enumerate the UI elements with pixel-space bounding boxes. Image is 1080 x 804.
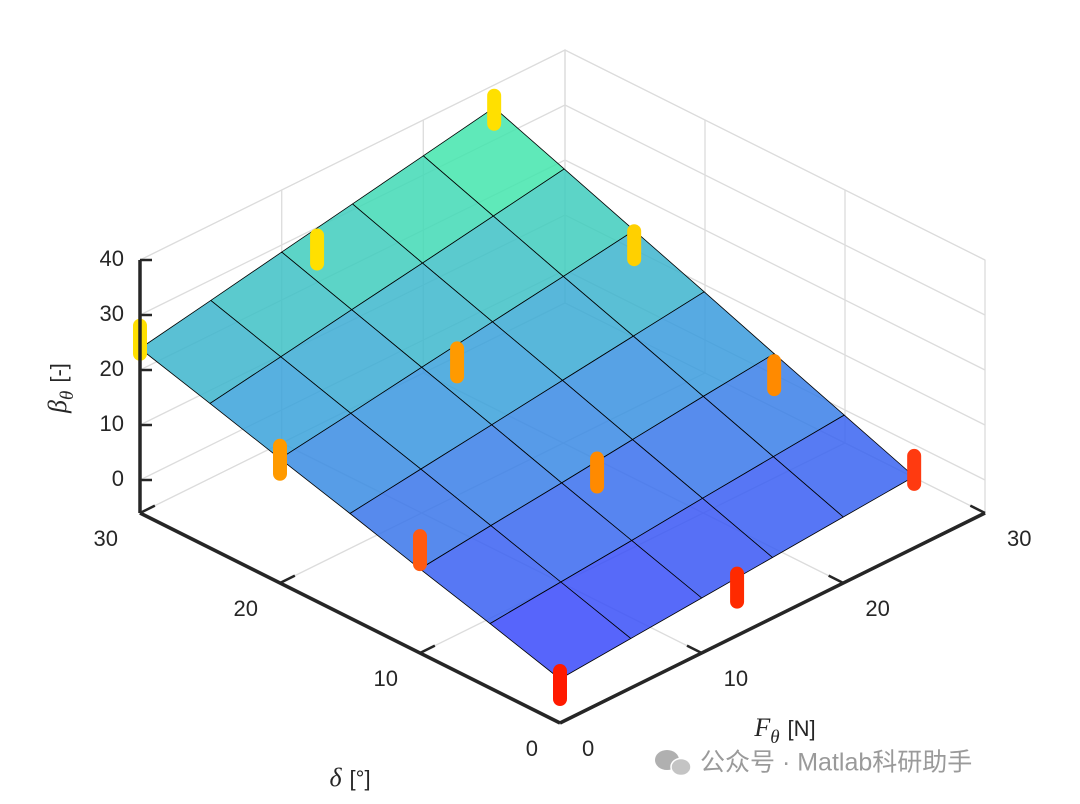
x-tick-label: 10 bbox=[374, 666, 398, 691]
y-axis bbox=[559, 511, 986, 725]
watermark-icon bbox=[670, 757, 692, 777]
y-tick bbox=[544, 714, 561, 725]
watermark: 公众号 · Matlab科研助手 bbox=[655, 749, 972, 777]
y-tick bbox=[686, 644, 703, 655]
z-tick-label: 10 bbox=[100, 411, 124, 436]
y-tick bbox=[828, 574, 844, 585]
y-tick-label: 10 bbox=[724, 666, 748, 691]
y-axis-label-part: F bbox=[753, 713, 771, 742]
z-tick-label: 0 bbox=[112, 466, 124, 491]
watermark-text: 公众号 · Matlab科研助手 bbox=[700, 749, 972, 777]
z-tick-label: 40 bbox=[100, 246, 124, 271]
y-axis-label: Fθ [N] bbox=[753, 713, 815, 748]
y-axis-label-part: [N] bbox=[788, 716, 816, 741]
z-axis-label-part: β bbox=[43, 400, 72, 414]
z-tick-label: 30 bbox=[100, 301, 124, 326]
x-tick bbox=[419, 644, 436, 655]
x-tick-label: 0 bbox=[526, 736, 538, 761]
x-tick bbox=[139, 504, 156, 515]
z-axis-label-part: [-] bbox=[46, 363, 71, 383]
y-tick-label: 0 bbox=[582, 736, 594, 761]
y-tick bbox=[969, 504, 986, 515]
z-axis-label: βθ [-] bbox=[43, 363, 78, 414]
y-tick-label: 20 bbox=[865, 596, 889, 621]
x-axis bbox=[139, 511, 561, 725]
z-tick-label: 20 bbox=[100, 356, 124, 381]
surface-patch bbox=[489, 581, 632, 680]
x-axis-label: δ [°] bbox=[329, 763, 370, 792]
y-axis-label-part: θ bbox=[770, 727, 779, 748]
x-axis-label-part: [°] bbox=[350, 766, 371, 791]
x-tick-label: 20 bbox=[234, 596, 258, 621]
y-tick-label: 30 bbox=[1007, 526, 1031, 551]
x-tick-label: 30 bbox=[94, 526, 118, 551]
x-tick bbox=[559, 714, 576, 725]
x-tick bbox=[279, 574, 296, 585]
x-axis-label-part: δ bbox=[329, 763, 342, 792]
z-axis-label-part: θ bbox=[57, 391, 78, 400]
